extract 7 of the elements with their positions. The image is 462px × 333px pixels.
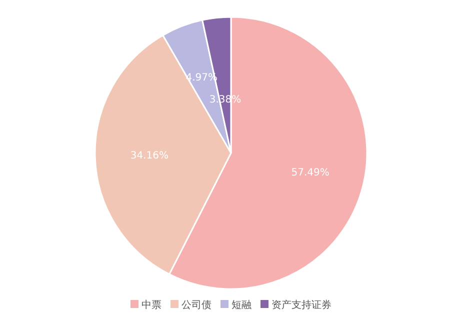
data-label: 34.16%: [130, 150, 168, 162]
data-label: 57.49%: [291, 168, 330, 179]
legend-label: 中票: [142, 299, 162, 311]
legend-label: 公司债: [182, 299, 212, 311]
legend-label: 短融: [232, 299, 252, 311]
legend-label: 资产支持证券: [272, 299, 332, 311]
data-label: 3.38%: [209, 94, 242, 106]
